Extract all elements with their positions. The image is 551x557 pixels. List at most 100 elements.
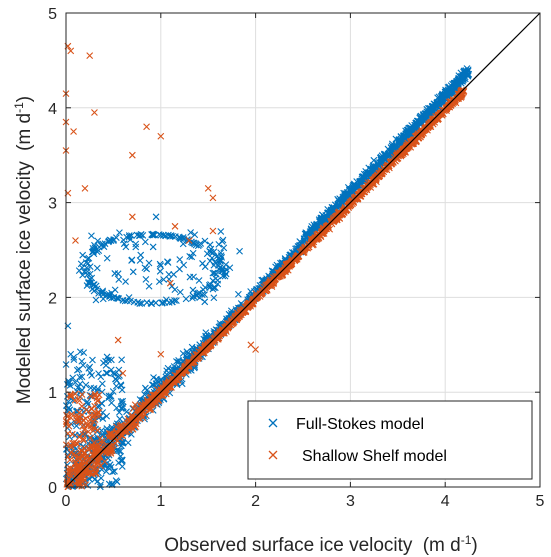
full-stokes-point [170,271,178,278]
full-stokes-point [370,156,378,164]
full-stokes-point [405,124,413,132]
shallow-shelf-point [404,139,412,147]
shallow-shelf-point [105,450,112,457]
full-stokes-point [143,265,151,273]
full-stokes-point [79,271,87,279]
shallow-shelf-point [67,443,75,451]
x-axis-label-unit: (m d [423,535,461,556]
full-stokes-point [122,278,129,285]
full-stokes-point [91,476,99,483]
full-stokes-point [172,297,180,304]
shallow-shelf-point [140,404,147,412]
x-tick-label: 5 [536,493,545,510]
full-stokes-point [217,228,225,235]
full-stokes-point [107,237,115,245]
full-stokes-point [211,258,219,266]
legend: Full-Stokes model Shallow Shelf model [247,400,533,480]
shallow-shelf-point [282,261,290,269]
shallow-shelf-point [94,440,102,448]
shallow-shelf-point [321,225,329,233]
x-tick-label: 0 [62,493,71,510]
shallow-shelf-point [399,145,407,153]
shallow-shelf-point [90,439,98,447]
shallow-shelf-point [101,458,109,466]
full-stokes-point [85,254,93,262]
full-stokes-point [183,236,191,243]
full-stokes-point [111,370,119,378]
legend-label-shallow-shelf: Shallow Shelf model [302,448,447,465]
shallow-shelf-point [114,336,122,344]
shallow-shelf-point [81,184,89,192]
shallow-shelf-point [128,213,136,221]
full-stokes-point [88,274,96,282]
full-stokes-point [235,290,242,298]
full-stokes-point [65,404,73,412]
full-stokes-point [70,356,78,363]
full-stokes-point [420,111,428,118]
shallow-shelf-point [63,418,71,426]
full-stokes-point [218,265,226,272]
shallow-shelf-point [166,279,174,287]
shallow-shelf-point [216,332,224,340]
shallow-shelf-point [157,132,165,140]
shallow-shelf-point [86,52,94,60]
shallow-shelf-point [456,90,464,98]
full-stokes-point [438,94,446,102]
full-stokes-point [88,372,96,379]
shallow-shelf-point [78,402,86,410]
full-stokes-point [107,356,115,364]
full-stokes-point [437,96,445,104]
shallow-shelf-point [72,439,80,447]
shallow-shelf-point [76,397,83,404]
full-stokes-point [344,183,352,191]
full-stokes-point [148,300,156,308]
full-stokes-point [220,244,228,252]
full-stokes-point [115,276,123,283]
full-stokes-point [380,150,388,158]
full-stokes-point [210,284,218,291]
shallow-shelf-point [76,480,83,488]
full-stokes-point [86,363,94,371]
full-stokes-point [79,251,87,259]
full-stokes-point [98,380,106,388]
legend-box [247,400,533,480]
full-stokes-point [108,289,115,297]
full-stokes-point [118,356,126,364]
full-stokes-point [189,292,197,300]
full-stokes-point [84,400,92,408]
full-stokes-point [192,241,200,249]
shallow-shelf-point [237,311,245,319]
shallow-shelf-point [78,391,86,398]
full-stokes-point [97,373,105,381]
y-axis-label-unit-sup: -1 [12,102,26,113]
full-stokes-point [169,298,176,306]
full-stokes-point [136,257,144,264]
shallow-shelf-point [102,445,110,453]
shallow-shelf-point [75,433,83,441]
shallow-shelf-point [209,227,217,235]
shallow-shelf-point [131,401,139,409]
shallow-shelf-point [80,452,87,460]
full-stokes-point [461,70,469,78]
y-tick-label: 3 [48,196,57,213]
shallow-shelf-point [169,378,177,386]
full-stokes-point [76,380,84,388]
shallow-shelf-point [95,451,103,459]
full-stokes-point [219,236,227,244]
full-stokes-point [103,412,111,420]
shallow-shelf-point [128,411,136,419]
x-tick-label: 3 [346,493,355,510]
full-stokes-point [78,373,86,381]
shallow-shelf-point [70,439,78,447]
shallow-shelf-point [225,323,232,331]
full-stokes-point [340,189,348,197]
full-stokes-point [119,439,127,447]
full-stokes-point [211,269,218,277]
full-stokes-point [226,264,234,272]
shallow-shelf-point [94,397,102,405]
full-stokes-point [123,233,131,241]
y-tick-label: 5 [48,6,57,23]
shallow-shelf-point [204,184,212,192]
shallow-shelf-point [171,222,179,230]
full-stokes-point [79,361,87,369]
